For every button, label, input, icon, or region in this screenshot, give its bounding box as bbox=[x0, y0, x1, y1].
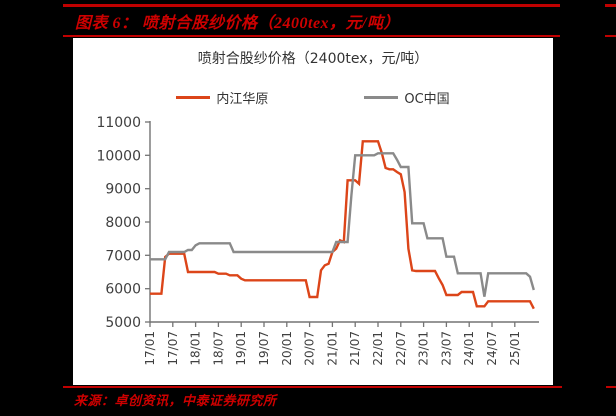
header-divider-rule bbox=[63, 35, 560, 37]
x-tick-label: 24/01 bbox=[462, 331, 476, 366]
y-tick-label: 6000 bbox=[105, 282, 141, 298]
x-tick-label: 25/01 bbox=[508, 331, 522, 366]
source-note: 来源：卓创资讯，中泰证券研究所 bbox=[74, 393, 277, 408]
y-tick-label: 9000 bbox=[105, 182, 141, 198]
x-tick-label: 20/01 bbox=[280, 331, 294, 366]
x-tick-label: 17/07 bbox=[166, 331, 180, 366]
y-tick-label: 8000 bbox=[105, 215, 141, 231]
x-tick-label: 20/07 bbox=[303, 331, 317, 366]
chart-legend: 内江华原 OC中国 bbox=[73, 88, 553, 107]
x-tick-label: 21/01 bbox=[325, 331, 339, 366]
legend-line-red-icon bbox=[176, 96, 211, 99]
legend-item-oc-china: OC中国 bbox=[364, 88, 450, 107]
legend-label-oc-china: OC中国 bbox=[404, 92, 450, 107]
x-tick-label: 19/01 bbox=[234, 331, 248, 366]
footer-rule-fragment bbox=[606, 386, 616, 388]
x-tick-label: 24/07 bbox=[485, 331, 499, 366]
price-line-chart: 11000 10000 9000 8000 7000 6000 5000 17/01 17/07… bbox=[73, 38, 553, 385]
x-tick-label: 22/01 bbox=[371, 331, 385, 366]
x-tick-label: 17/01 bbox=[143, 331, 157, 366]
x-tick-label: 23/07 bbox=[439, 331, 453, 366]
y-tick-label: 5000 bbox=[105, 315, 141, 331]
x-tick-label: 21/07 bbox=[348, 331, 362, 366]
x-tick-label: 18/01 bbox=[189, 331, 203, 366]
footer-rule bbox=[63, 386, 562, 388]
legend-line-gray-icon bbox=[364, 96, 399, 99]
series-line-0 bbox=[150, 140, 535, 310]
y-tick-label: 7000 bbox=[105, 248, 141, 264]
figure-caption: 图表 6： 喷射合股纱价格（2400tex，元/吨） bbox=[75, 15, 400, 32]
y-tick-label: 10000 bbox=[96, 148, 141, 164]
legend-item-neijianghuayuan: 内江华原 bbox=[176, 88, 268, 107]
x-tick-label: 19/07 bbox=[257, 331, 271, 366]
header-divider-rule-fragment bbox=[605, 35, 616, 37]
chart-title: 喷射合股纱价格（2400tex，元/吨） bbox=[197, 51, 429, 67]
top-rule bbox=[63, 4, 560, 7]
chart-panel: 喷射合股纱价格（2400tex，元/吨） 内江华原 OC中国 11000 1000… bbox=[73, 38, 553, 385]
legend-label-neijianghuayuan: 内江华原 bbox=[216, 92, 269, 107]
x-tick-label: 23/01 bbox=[417, 331, 431, 366]
x-tick-label: 18/07 bbox=[211, 331, 225, 366]
top-rule-fragment bbox=[605, 4, 616, 7]
y-tick-label: 11000 bbox=[96, 115, 141, 131]
x-tick-label: 22/07 bbox=[394, 331, 408, 366]
series-line-1 bbox=[150, 152, 535, 297]
